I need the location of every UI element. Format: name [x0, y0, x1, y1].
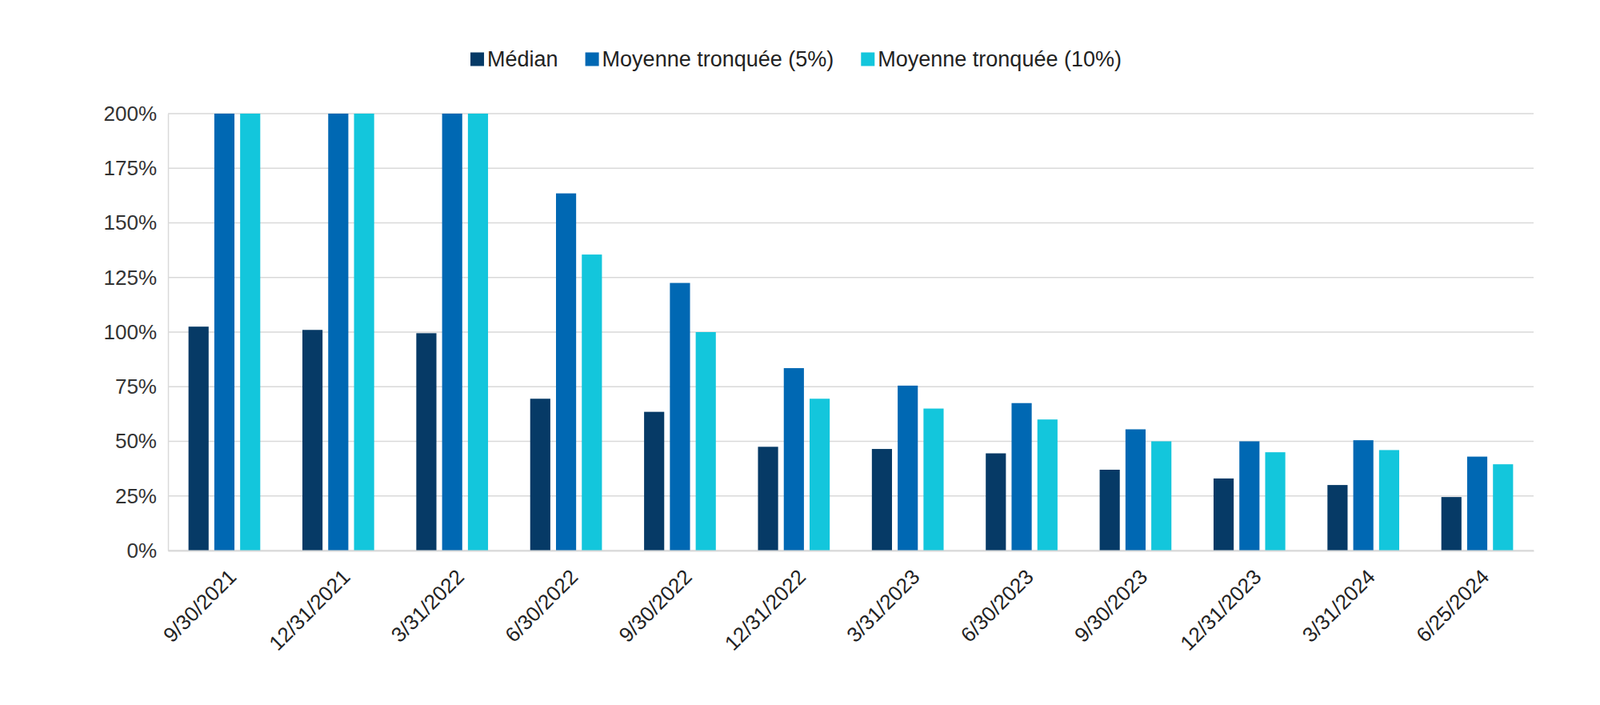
x-tick-label: 6/30/2023: [956, 564, 1039, 647]
bar: [442, 113, 463, 551]
y-tick-label: 50%: [115, 428, 157, 453]
bar: [784, 368, 804, 551]
y-tick-label: 125%: [104, 265, 158, 290]
x-tick: 3/31/2022: [386, 550, 469, 647]
x-tick: 3/31/2023: [841, 550, 924, 647]
x-axis: 9/30/2021 12/31/2021 3/31/2022 6/30/2022 9/3…: [158, 550, 1534, 656]
x-tick-label: 12/31/2022: [720, 564, 811, 655]
bars: [188, 113, 1514, 551]
bar: [328, 113, 348, 551]
bar: [1125, 428, 1146, 551]
x-tick: 6/25/2024: [1411, 550, 1494, 647]
x-tick-label: 3/31/2023: [841, 564, 924, 647]
bar: [530, 398, 551, 551]
bar: [1353, 440, 1374, 551]
legend-label: Moyenne tronquée (10%): [877, 47, 1122, 72]
legend-label: Moyenne tronquée (5%): [602, 47, 835, 72]
bar: [1011, 403, 1032, 551]
x-tick: 6/30/2022: [500, 550, 583, 647]
legend-item: Moyenne tronquée (5%): [585, 47, 835, 72]
x-tick: 9/30/2023: [1069, 550, 1152, 647]
y-tick: 175%: [104, 156, 169, 180]
y-tick-label: 75%: [115, 374, 157, 399]
y-tick: 0%: [126, 538, 168, 563]
x-tick: 9/30/2022: [614, 550, 697, 647]
y-tick: 75%: [115, 374, 168, 399]
x-tick: 12/31/2022: [720, 550, 811, 656]
legend-swatch: [860, 52, 875, 67]
bar: [302, 329, 323, 551]
legend-label: Médian: [487, 47, 559, 72]
bar: [809, 398, 830, 551]
y-tick-label: 175%: [104, 156, 158, 180]
bar: [214, 113, 235, 551]
y-axis-line: [168, 114, 170, 552]
x-tick-label: 3/31/2024: [1297, 564, 1380, 647]
bar: [556, 193, 576, 551]
bar: [188, 326, 209, 551]
bar: [1213, 478, 1234, 551]
y-tick: 100%: [104, 320, 169, 344]
x-tick: 12/31/2021: [264, 550, 355, 656]
y-tick-label: 200%: [104, 101, 158, 126]
bar: [985, 453, 1006, 551]
y-tick-label: 100%: [104, 320, 158, 344]
x-tick-label: 3/31/2022: [386, 564, 469, 647]
bar: [872, 448, 892, 551]
x-tick: 6/30/2023: [956, 550, 1039, 647]
bar: [897, 385, 918, 551]
bar: [1327, 484, 1348, 551]
bar: [757, 446, 778, 551]
x-tick-label: 9/30/2022: [614, 564, 697, 647]
bar: [1239, 441, 1260, 552]
bar: [1441, 496, 1462, 551]
x-tick-label: 9/30/2023: [1069, 564, 1152, 647]
grid: [168, 113, 1534, 551]
y-tick: 25%: [115, 484, 168, 508]
y-tick: 125%: [104, 265, 169, 290]
bar: [696, 332, 716, 551]
legend-item: Moyenne tronquée (10%): [860, 47, 1122, 72]
bar: [416, 332, 436, 551]
series: [188, 326, 1462, 551]
y-tick: 150%: [104, 210, 169, 235]
bar: [669, 283, 690, 551]
bar: [581, 254, 602, 551]
legend: Médian Moyenne tronquée (5%) Moyenne tronq…: [470, 47, 1122, 72]
bar: [354, 113, 375, 551]
y-tick: 200%: [104, 101, 169, 126]
chart: 0% 25% 50% 75% 100% 125% 150% 175% 200% 9/30/2021…: [0, 0, 1600, 705]
y-tick-label: 0%: [126, 538, 157, 563]
y-axis: 0% 25% 50% 75% 100% 125% 150% 175% 200%: [104, 101, 169, 563]
y-tick-label: 25%: [115, 484, 157, 508]
x-tick-label: 12/31/2021: [264, 564, 355, 655]
x-tick-label: 9/30/2021: [158, 564, 241, 647]
x-axis-line: [168, 550, 1535, 552]
x-tick: 3/31/2024: [1297, 550, 1380, 647]
legend-swatch: [470, 52, 484, 67]
bar: [468, 113, 488, 551]
bar: [1264, 452, 1285, 551]
x-tick: 12/31/2023: [1175, 550, 1266, 656]
x-tick: 9/30/2021: [158, 550, 241, 647]
bar: [1037, 419, 1058, 551]
bar: [1151, 441, 1172, 552]
plot: 0% 25% 50% 75% 100% 125% 150% 175% 200% 9/30/2021…: [104, 101, 1535, 656]
bar: [1492, 464, 1513, 551]
legend-item: Médian: [470, 47, 559, 72]
bar: [923, 408, 944, 551]
series: [240, 113, 1513, 551]
legend-swatch: [585, 52, 600, 67]
bar: [240, 113, 260, 551]
bar: [1100, 469, 1120, 551]
y-tick-label: 150%: [104, 210, 158, 235]
bar: [1379, 449, 1400, 551]
bar: [1467, 456, 1488, 551]
bar: [644, 412, 664, 551]
y-tick: 50%: [115, 428, 168, 453]
x-tick-label: 6/25/2024: [1411, 564, 1494, 647]
x-tick-label: 6/30/2022: [500, 564, 583, 647]
series: [214, 113, 1488, 551]
x-tick-label: 12/31/2023: [1175, 564, 1266, 655]
